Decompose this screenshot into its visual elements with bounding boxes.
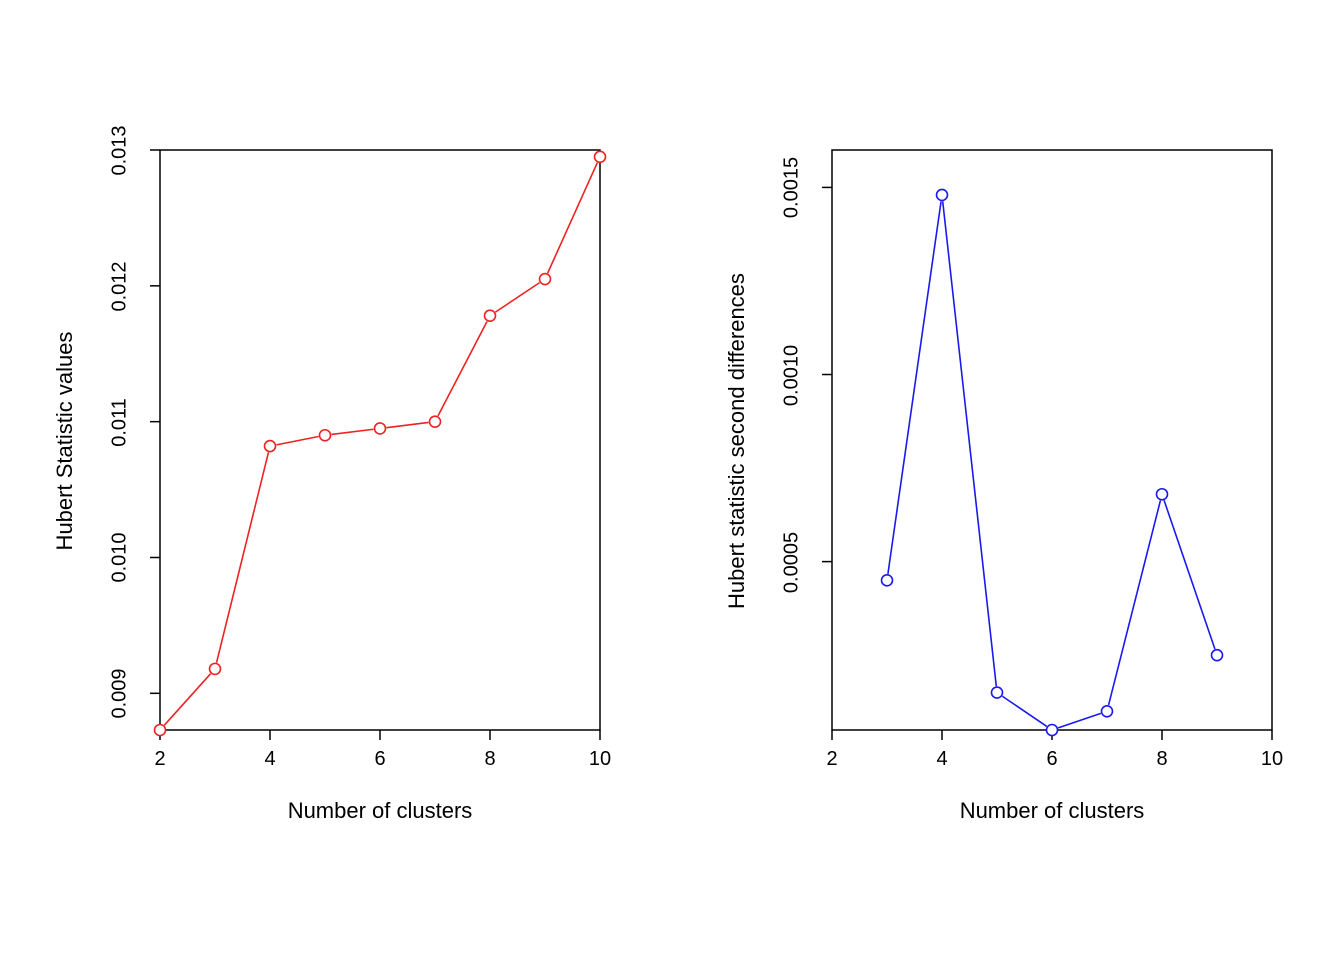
left-chart-ytick-label: 0.013 (109, 101, 132, 201)
right-chart-ytick-label: 0.0005 (781, 512, 804, 612)
right-chart-xtick-label: 6 (1032, 748, 1072, 771)
left-chart-xlabel: Number of clusters (160, 798, 600, 824)
right-chart-ytick-label: 0.0010 (781, 325, 804, 425)
left-chart-xtick-label: 2 (140, 748, 180, 771)
right-chart-xtick-label: 8 (1142, 748, 1182, 771)
charts-container: 2 4 6 8 10 0.009 0.010 0.011 0.012 0.013 Number of… (0, 0, 1344, 960)
left-chart-ytick-label: 0.010 (109, 508, 132, 608)
left-chart-ylabel: Hubert Statistic values (52, 241, 78, 641)
left-chart-ytick-label: 0.012 (109, 236, 132, 336)
left-chart-xtick-label: 6 (360, 748, 400, 771)
left-chart-xtick-label: 8 (470, 748, 510, 771)
left-chart-xtick-label: 10 (580, 748, 620, 771)
right-chart-panel: 2 4 6 8 10 0.0005 0.0010 0.0015 Number of cluste… (672, 120, 1344, 920)
right-chart-xtick-label: 2 (812, 748, 852, 771)
right-chart-xtick-label: 10 (1252, 748, 1292, 771)
left-chart-panel: 2468100.0090.0100.0110.0120.013Number of… (0, 120, 672, 920)
left-chart-ytick-label: 0.011 (109, 372, 132, 472)
right-chart-ytick-label: 0.0015 (781, 138, 804, 238)
left-chart-ytick-label: 0.009 (109, 644, 132, 744)
left-chart-xtick-label: 4 (250, 748, 290, 771)
right-chart-ylabel: Hubert statistic second differences (724, 241, 750, 641)
right-chart-xlabel: Number of clusters (832, 798, 1272, 824)
right-chart-xtick-label: 4 (922, 748, 962, 771)
